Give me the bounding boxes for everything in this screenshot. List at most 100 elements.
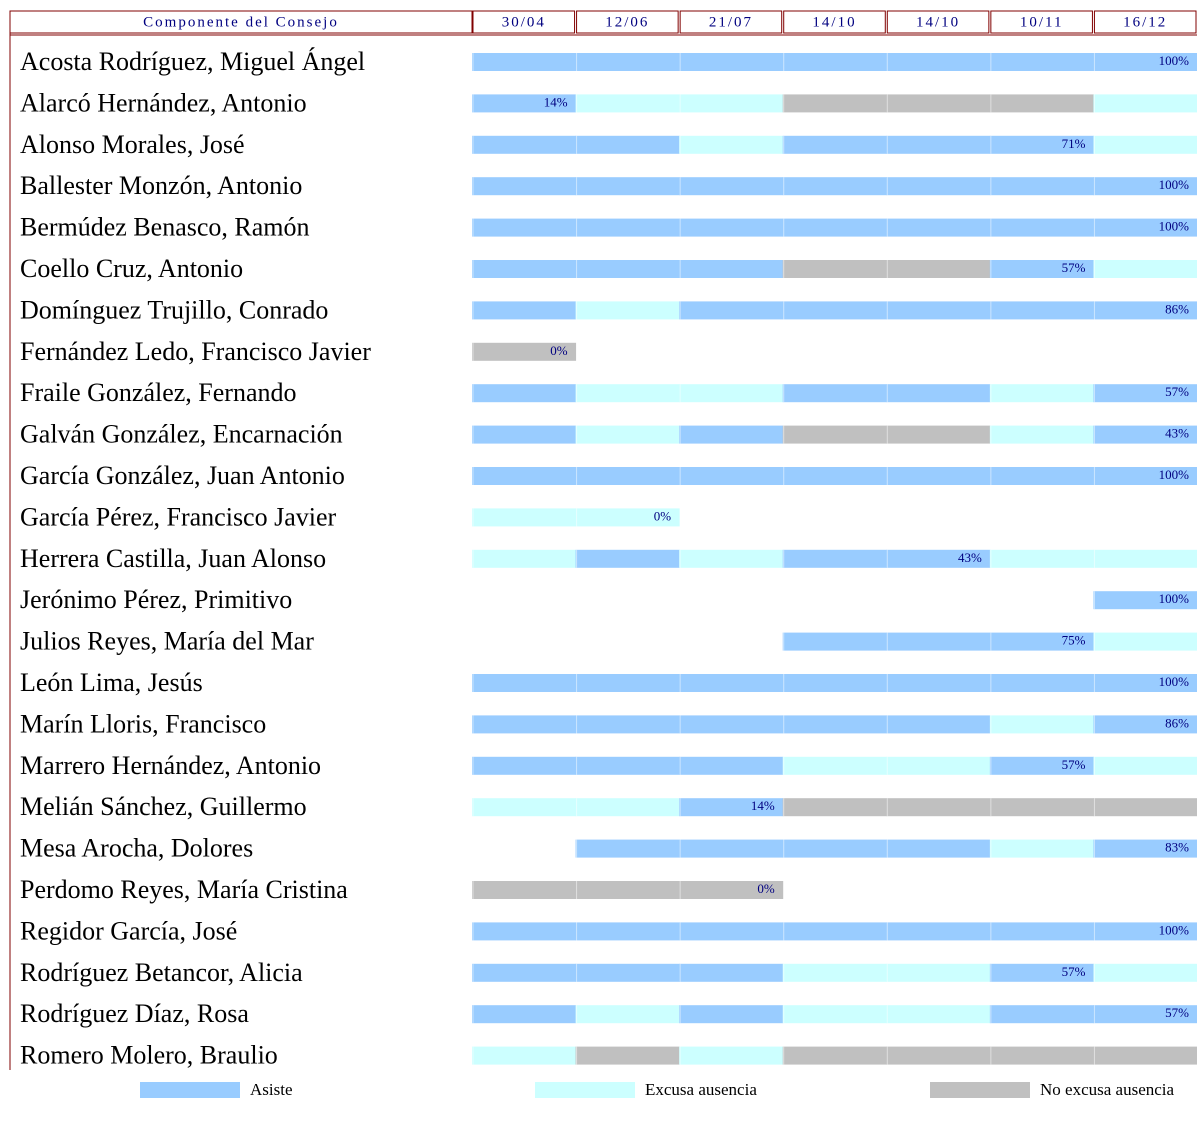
attendance-cell — [886, 218, 991, 237]
attendance-cell — [886, 922, 991, 941]
attendance-cell — [782, 922, 887, 941]
attendance-cell — [989, 384, 1094, 403]
attendance-cell — [1093, 1005, 1197, 1024]
attendance-cell — [472, 425, 577, 444]
attendance-cell — [989, 94, 1094, 113]
attendance-cell — [679, 715, 784, 734]
attendance-cell — [575, 260, 680, 278]
member-name: Marrero Hernández, Antonio — [20, 751, 321, 780]
header-cell — [9, 10, 473, 34]
attendance-cell — [575, 549, 680, 568]
attendance-cell — [679, 674, 784, 692]
attendance-cell — [575, 881, 680, 899]
percent-label: 0% — [550, 343, 568, 358]
attendance-cell — [782, 1005, 887, 1024]
percent-label: 100% — [1159, 674, 1190, 689]
percent-label: 0% — [757, 881, 775, 896]
attendance-cell — [1093, 632, 1197, 651]
attendance-cell — [782, 177, 887, 196]
attendance-cell — [679, 467, 784, 485]
member-name: Mesa Arocha, Dolores — [20, 834, 253, 863]
attendance-cell — [886, 1005, 991, 1024]
attendance-cell — [679, 53, 784, 71]
attendance-cell — [575, 467, 680, 485]
attendance-cell — [575, 384, 680, 403]
attendance-cell — [472, 260, 577, 278]
attendance-cell — [886, 756, 991, 775]
percent-label: 100% — [1159, 219, 1190, 234]
attendance-cell — [472, 135, 577, 154]
header-date: 30/04 — [502, 14, 546, 30]
attendance-cell — [989, 260, 1094, 278]
attendance-cell — [1093, 798, 1197, 817]
member-name: Coello Cruz, Antonio — [20, 254, 243, 283]
legend-swatch — [535, 1082, 635, 1098]
attendance-cell — [886, 1046, 991, 1065]
attendance-cell — [886, 177, 991, 196]
attendance-cell — [1093, 260, 1197, 278]
attendance-cell — [679, 549, 784, 568]
attendance-cell — [989, 715, 1094, 734]
percent-label: 75% — [1062, 633, 1086, 648]
attendance-cell — [886, 53, 991, 71]
percent-label: 100% — [1159, 467, 1190, 482]
attendance-cell — [989, 632, 1094, 651]
member-name: Jerónimo Pérez, Primitivo — [20, 585, 292, 614]
attendance-cell — [1093, 94, 1197, 113]
attendance-cell — [886, 135, 991, 154]
header-cell — [679, 10, 783, 34]
attendance-cell — [989, 425, 1094, 444]
member-name: Melián Sánchez, Guillermo — [20, 792, 307, 821]
attendance-cell — [782, 218, 887, 237]
percent-label: 0% — [654, 508, 672, 523]
header-date: 10/11 — [1020, 14, 1064, 30]
header-date: 14/10 — [916, 14, 960, 30]
attendance-cell — [472, 301, 577, 320]
attendance-cell — [782, 839, 887, 858]
member-name: Rodríguez Betancor, Alicia — [20, 958, 303, 987]
attendance-cell — [782, 549, 887, 568]
attendance-cell — [472, 384, 577, 403]
attendance-cell — [989, 218, 1094, 237]
attendance-cell — [472, 94, 577, 113]
attendance-cell — [575, 425, 680, 444]
attendance-cell — [782, 384, 887, 403]
attendance-cell — [782, 798, 887, 817]
attendance-cell — [679, 756, 784, 775]
member-name: Ballester Monzón, Antonio — [20, 171, 302, 200]
attendance-cell — [886, 549, 991, 568]
header-cell — [576, 10, 679, 34]
attendance-cell — [782, 715, 887, 734]
attendance-cell — [575, 839, 680, 858]
attendance-cell — [1093, 425, 1197, 444]
attendance-cell — [1093, 467, 1197, 485]
member-name: Alarcó Hernández, Antonio — [20, 88, 307, 117]
attendance-cell — [1093, 384, 1197, 403]
attendance-cell — [989, 839, 1094, 858]
member-name: García González, Juan Antonio — [20, 461, 345, 490]
attendance-cell — [886, 715, 991, 734]
attendance-cell — [472, 881, 577, 899]
member-name: García Pérez, Francisco Javier — [20, 502, 337, 531]
member-name: Domínguez Trujillo, Conrado — [20, 295, 328, 324]
percent-label: 57% — [1165, 1005, 1189, 1020]
attendance-cell — [782, 963, 887, 982]
attendance-cell — [886, 632, 991, 651]
legend-label: No excusa ausencia — [1040, 1080, 1175, 1099]
member-name: Rodríguez Díaz, Rosa — [20, 999, 249, 1028]
attendance-cell — [1093, 922, 1197, 941]
attendance-cell — [782, 674, 887, 692]
attendance-cell — [989, 467, 1094, 485]
attendance-cell — [575, 963, 680, 982]
header-date: 16/12 — [1123, 14, 1167, 30]
attendance-cell — [886, 301, 991, 320]
attendance-cell — [679, 798, 784, 817]
attendance-cell — [679, 839, 784, 858]
attendance-cell — [472, 756, 577, 775]
attendance-cell — [782, 425, 887, 444]
attendance-cell — [782, 135, 887, 154]
member-name: Fraile González, Fernando — [20, 378, 297, 407]
attendance-cell — [1093, 177, 1197, 196]
attendance-cell — [886, 963, 991, 982]
